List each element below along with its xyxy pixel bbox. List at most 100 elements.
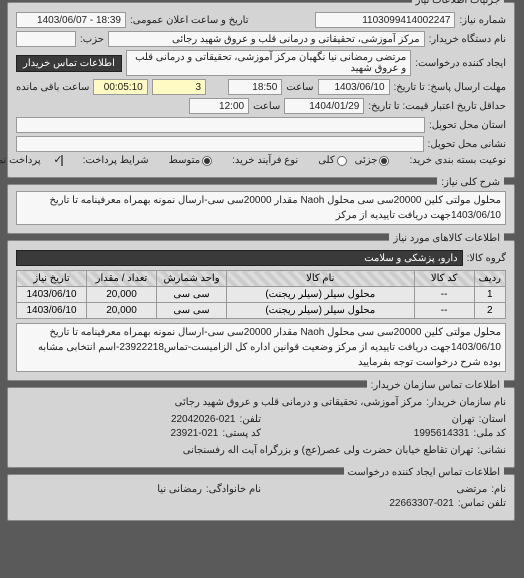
natid-row: کد ملی: 1995614331 [262,428,507,439]
buyer-contact-button[interactable]: اطلاعات تماس خریدار [17,55,123,72]
req-family-row: نام خانوادگی: رمضانی نیا [17,484,262,495]
buyer-device-label: نام دستگاه خریدار: [430,34,507,45]
info-panel-title: جزئیات اطلاعات نیاز [413,0,505,6]
natid-label: کد ملی: [474,428,507,439]
validity-date-field: 1404/01/29 [285,98,365,114]
credit-label: نوع فرآیند خرید: [233,155,299,166]
payment-checkbox[interactable] [62,155,64,166]
pack-type-label: نوعیت بسته بندی خرید: [410,155,507,166]
cell-name: محلول سیلر (سیلر ریجنت) [228,287,416,303]
deadline-time-field: 18:50 [229,79,283,95]
phone-label: تلفن: [240,414,262,425]
goods-table: ردیف کد کالا نام کالا واحد شمارش تعداد /… [17,270,507,319]
address-value: تهران تقاطع خیابان حضرت ولی عصر(عج) و بز… [184,445,475,456]
seq-field: 3 [153,79,207,95]
address-label: نشانی: [478,445,507,456]
buyer-device-field: مرکز آموزشی، تحقیقاتی و درمانی قلب و عرو… [109,31,426,47]
validity-row: حداقل تاریخ اعتبار قیمت: تا تاریخ: 1404/… [17,98,507,114]
options-row: نوعیت بسته بندی خرید: جزئی کلی نوع فرآین… [17,155,507,166]
delivery-place-field [17,136,425,152]
req-no-label: شماره نیاز: [460,15,507,26]
postal-row: کد پستی: 23921-021 [17,428,262,439]
buyer-contact-cols: استان: تهران کد ملی: 1995614331 تلفن: 22… [17,411,507,442]
req-no-field: 1103099414002247 [316,12,456,28]
delivery-addr-field [17,117,426,133]
payment-label: شرایط پرداخت: [84,155,150,166]
table-header-row: ردیف کد کالا نام کالا واحد شمارش تعداد /… [18,271,507,287]
validity-time-field: 12:00 [190,98,250,114]
postal-value: 23921-021 [172,428,220,439]
goods-group-field: دارو، پزشکی و سلامت [17,250,464,266]
goods-panel-title: اطلاعات کالاهای مورد نیاز [390,233,505,244]
req-name-row: نام: مرتضی [262,484,507,495]
cell-name: محلول سیلر (سیلر ریجنت) [228,303,416,319]
delivery-addr-row: استان محل تحویل: [17,117,507,133]
deadline-date-field: 1403/06/10 [319,79,391,95]
desc-panel: شرح کلی نیاز: محلول مولتی کلین 20000سی س… [8,184,516,234]
req-phone-value: 22663307-021 [390,498,455,509]
pack-partial-label: جزئی [356,155,379,166]
req-name-label: نام: [492,484,507,495]
deadline-time-label: ساعت [287,82,314,93]
remaining-label: ساعت باقی مانده [17,82,90,93]
radio-icon [338,156,348,166]
buyer-org-label: نام سازمان خریدار: [427,397,507,408]
desc-panel-title: شرح کلی نیاز: [438,177,505,188]
goods-group-row: گروه کالا: دارو، پزشکی و سلامت [17,250,507,266]
postal-label: کد پستی: [223,428,262,439]
cell-qty: 20,000 [88,303,158,319]
delivery-place-row: نشانی محل تحویل: [17,136,507,152]
cell-date: 1403/06/10 [18,287,88,303]
req-family-value: رمضانی نیا [158,484,203,495]
cell-code: -- [415,287,475,303]
deadline-row: مهلت ارسال پاسخ: تا تاریخ: 1403/06/10 سا… [17,79,507,95]
req-no-row: شماره نیاز: 1103099414002247 تاریخ و ساع… [17,12,507,28]
address-row: نشانی: تهران تقاطع خیابان حضرت ولی عصر(ع… [17,445,507,456]
credit-medium-label: متوسط [170,155,201,166]
radio-icon [203,156,213,166]
pack-sum-radio[interactable]: کلی [319,155,347,166]
table-row[interactable]: 1 -- محلول سیلر (سیلر ریجنت) سی سی 20,00… [18,287,507,303]
cell-index: 1 [475,287,506,303]
delivery-place-label: نشانی محل تحویل: [429,139,507,150]
validity-time-label: ساعت [254,101,281,112]
col-code: کد کالا [415,271,475,287]
delivery-addr-label: استان محل تحویل: [430,120,507,131]
requester-field: مرتضی رمضانی نیا نگهبان مرکز آموزشی، تحق… [127,50,412,76]
requester-contact-cols: نام: مرتضی تلفن تماس: 22663307-021 نام خ… [17,481,507,512]
province-row: استان: تهران [262,414,507,425]
req-phone-label: تلفن تماس: [459,498,507,509]
col-name: نام کالا [228,271,416,287]
cell-unit: سی سی [158,287,228,303]
validity-label: حداقل تاریخ اعتبار قیمت: تا تاریخ: [369,101,507,112]
requester-contact-title: اطلاعات تماس ایجاد کننده درخواست [345,467,505,478]
cell-qty: 20,000 [88,287,158,303]
payment-text: پرداخت تمام یا بخشی از مبلغ خرید،از محل … [0,155,42,166]
goods-panel: اطلاعات کالاهای مورد نیاز گروه کالا: دار… [8,240,516,381]
province-value: تهران [453,414,476,425]
requester-contact-panel: اطلاعات تماس ایجاد کننده درخواست نام: مر… [8,474,516,521]
goods-desc-field: محلول مولتی کلین 20000سی سی محلول Naoh م… [17,323,507,372]
col-index: ردیف [475,271,506,287]
pack-partial-radio[interactable]: جزئی [356,155,391,166]
announce-label: تاریخ و ساعت اعلان عمومی: [131,15,250,26]
table-row[interactable]: 2 -- محلول سیلر (سیلر ریجنت) سی سی 20,00… [18,303,507,319]
col-date: تاریخ نیاز [18,271,88,287]
info-panel: جزئیات اطلاعات نیاز شماره نیاز: 11030994… [8,2,516,178]
requester-row: ایجاد کننده درخواست: مرتضی رمضانی نیا نگ… [17,50,507,76]
buyer-unit-label: حزب: [81,34,105,45]
cell-date: 1403/06/10 [18,303,88,319]
phone-value: 22042026-021 [172,414,237,425]
requester-label: ایجاد کننده درخواست: [416,58,507,69]
radio-icon [380,156,390,166]
phone-row: تلفن: 22042026-021 [17,414,262,425]
credit-medium-radio[interactable]: متوسط [170,155,213,166]
buyer-org-row: نام سازمان خریدار: مرکز آموزشی، تحقیقاتی… [17,397,507,408]
buyer-org-value: مرکز آموزشی، تحقیقاتی و درمانی قلب و عرو… [176,397,424,408]
buyer-contact-panel: اطلاعات تماس سازمان خریدار: نام سازمان خ… [8,387,516,468]
remaining-field: 00:05:10 [94,79,148,95]
goods-group-label: گروه کالا: [468,253,507,264]
buyer-unit-field [17,31,77,47]
desc-field: محلول مولتی کلین 20000سی سی محلول Naoh م… [17,191,507,225]
cell-index: 2 [475,303,506,319]
